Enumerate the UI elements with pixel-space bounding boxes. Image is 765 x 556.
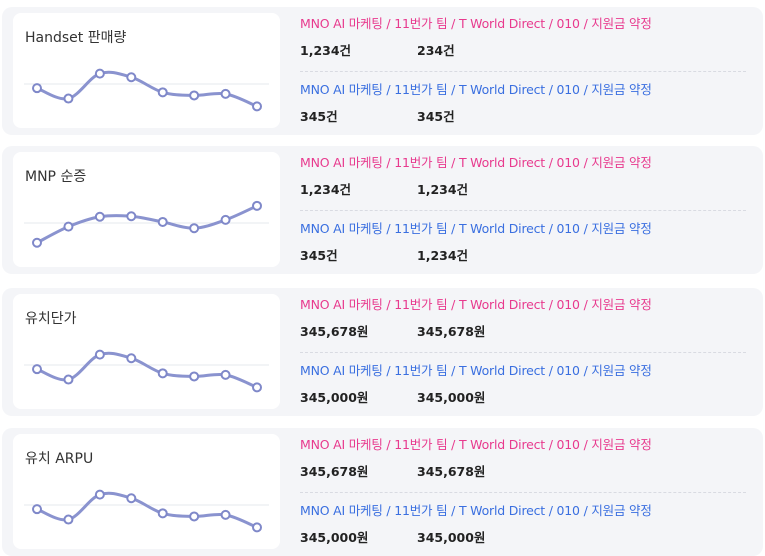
- sparkline-point: [157, 87, 168, 98]
- metric-value: 345,000원: [300, 530, 369, 545]
- sparkline-point: [157, 508, 168, 519]
- metric-value: 345,678원: [300, 324, 369, 339]
- sparkline-point: [189, 371, 200, 382]
- metric-card: Handset 판매량 MNO AI 마케팅 / 11번가 팀 / T World…: [2, 7, 763, 135]
- metric-value: 345건: [300, 248, 338, 263]
- sparkline-point: [157, 216, 168, 227]
- metric-value-compare: 345건: [417, 109, 455, 124]
- metric-value-compare: 234건: [417, 43, 455, 58]
- sparkline-point: [32, 364, 42, 375]
- sparkline-box[interactable]: 유치단가: [13, 294, 280, 409]
- metric-value-compare: 345,000원: [417, 530, 486, 545]
- metric-details: MNO AI 마케팅 / 11번가 팀 / T World Direct / 0…: [300, 428, 746, 556]
- sparkline-chart: [24, 489, 269, 533]
- metric-card: 유치 ARPU MNO AI 마케팅 / 11번가 팀 / T World Dir…: [2, 428, 763, 556]
- channel-label[interactable]: MNO AI 마케팅 / 11번가 팀 / T World Direct / 0…: [300, 16, 652, 31]
- row-divider: [300, 352, 746, 353]
- sparkline-point: [126, 72, 137, 83]
- sparkline-point: [32, 504, 42, 515]
- sparkline-chart: [24, 200, 269, 248]
- sparkline-point: [189, 90, 200, 101]
- metric-title: 유치 ARPU: [25, 451, 94, 467]
- metric-value: 345,000원: [300, 390, 369, 405]
- sparkline-point: [189, 511, 200, 522]
- sparkline-point: [157, 368, 168, 379]
- metric-details: MNO AI 마케팅 / 11번가 팀 / T World Direct / 0…: [300, 7, 746, 135]
- metric-value: 345,678원: [300, 464, 369, 479]
- sparkline-point: [32, 237, 42, 248]
- sparkline-point: [63, 514, 74, 525]
- metric-details: MNO AI 마케팅 / 11번가 팀 / T World Direct / 0…: [300, 146, 746, 274]
- sparkline-point: [32, 83, 42, 94]
- metric-value-compare: 345,000원: [417, 390, 486, 405]
- sparkline-point: [63, 221, 74, 232]
- channel-label[interactable]: MNO AI 마케팅 / 11번가 팀 / T World Direct / 0…: [300, 82, 652, 97]
- sparkline-point: [252, 522, 262, 533]
- sparkline-box[interactable]: 유치 ARPU: [13, 434, 280, 549]
- sparkline-point: [189, 223, 200, 234]
- sparkline-chart: [24, 349, 269, 393]
- metric-value-compare: 1,234건: [417, 248, 469, 263]
- channel-label[interactable]: MNO AI 마케팅 / 11번가 팀 / T World Direct / 0…: [300, 503, 652, 518]
- sparkline-point: [94, 489, 105, 500]
- sparkline-point: [94, 211, 105, 222]
- row-divider: [300, 71, 746, 72]
- metric-title: MNP 순증: [25, 169, 87, 185]
- sparkline-point: [220, 214, 231, 225]
- sparkline-point: [252, 101, 262, 112]
- metric-title: Handset 판매량: [25, 30, 127, 46]
- metric-value: 1,234건: [300, 43, 352, 58]
- sparkline-point: [126, 353, 137, 364]
- channel-label[interactable]: MNO AI 마케팅 / 11번가 팀 / T World Direct / 0…: [300, 221, 652, 236]
- metric-value: 345건: [300, 109, 338, 124]
- metric-card: MNP 순증 MNO AI 마케팅 / 11번가 팀 / T World Dire…: [2, 146, 763, 274]
- sparkline-point: [220, 369, 231, 380]
- metric-value-compare: 345,678원: [417, 324, 486, 339]
- channel-label[interactable]: MNO AI 마케팅 / 11번가 팀 / T World Direct / 0…: [300, 297, 652, 312]
- sparkline-chart: [24, 68, 269, 112]
- row-divider: [300, 492, 746, 493]
- sparkline-point: [126, 211, 137, 222]
- metric-title: 유치단가: [25, 311, 77, 327]
- sparkline-box[interactable]: MNP 순증: [13, 152, 280, 267]
- row-divider: [300, 210, 746, 211]
- sparkline-point: [252, 200, 262, 211]
- metric-value-compare: 345,678원: [417, 464, 486, 479]
- channel-label[interactable]: MNO AI 마케팅 / 11번가 팀 / T World Direct / 0…: [300, 363, 652, 378]
- sparkline-point: [63, 93, 74, 104]
- sparkline-point: [94, 68, 105, 79]
- metric-details: MNO AI 마케팅 / 11번가 팀 / T World Direct / 0…: [300, 288, 746, 416]
- sparkline-point: [63, 374, 74, 385]
- sparkline-point: [252, 382, 262, 393]
- sparkline-point: [94, 349, 105, 360]
- sparkline-point: [126, 493, 137, 504]
- metric-card: 유치단가 MNO AI 마케팅 / 11번가 팀 / T World Direct…: [2, 288, 763, 416]
- channel-label[interactable]: MNO AI 마케팅 / 11번가 팀 / T World Direct / 0…: [300, 437, 652, 452]
- sparkline-point: [220, 88, 231, 99]
- channel-label[interactable]: MNO AI 마케팅 / 11번가 팀 / T World Direct / 0…: [300, 155, 652, 170]
- sparkline-box[interactable]: Handset 판매량: [13, 13, 280, 128]
- sparkline-point: [220, 509, 231, 520]
- metric-value: 1,234건: [300, 182, 352, 197]
- metric-value-compare: 1,234건: [417, 182, 469, 197]
